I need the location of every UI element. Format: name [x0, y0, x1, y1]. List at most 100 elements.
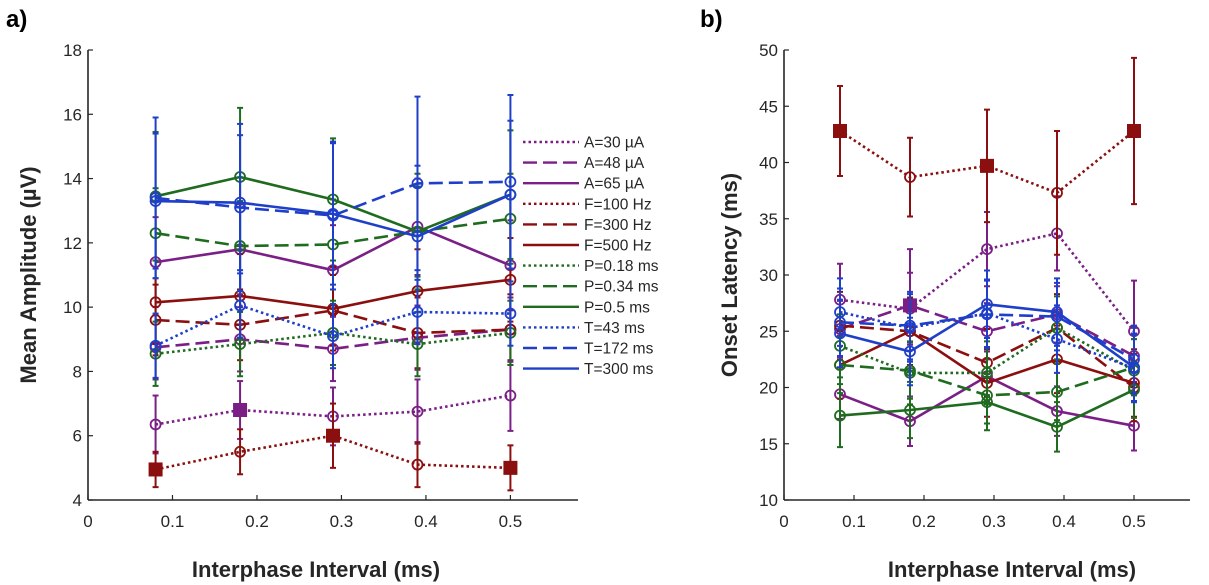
a-data-point-square	[233, 403, 248, 417]
legend-entry: T=43 ms	[523, 320, 645, 337]
a-series-line	[155, 331, 511, 356]
b-y-tick-label: 50	[759, 41, 778, 60]
a-data-point	[504, 188, 517, 201]
b-x-tick-label: 0	[779, 512, 788, 531]
legend-entry: P=0.34 ms	[523, 279, 659, 296]
a-data-point	[411, 458, 424, 471]
legend-label: T=172 ms	[584, 341, 654, 358]
a-y-tick-label: 6	[73, 427, 82, 446]
b-y-tick-label: 45	[759, 97, 778, 116]
a-data-point	[149, 418, 162, 431]
legend-entry: A=48 µA	[523, 155, 645, 172]
b-y-tick-label: 40	[759, 154, 778, 173]
a-data-point-square	[503, 460, 518, 475]
a-y-tick-label: 14	[63, 170, 82, 189]
a-x-tick-label: 0	[83, 512, 92, 531]
a-series-11	[149, 119, 517, 309]
legend-label: P=0.18 ms	[584, 258, 659, 275]
b-data-point-square	[1127, 124, 1141, 138]
legend-entry: A=30 µA	[523, 135, 645, 152]
panel-a-y-axis-title: Mean Amplitude (µV)	[16, 166, 41, 383]
panel-a-label: a)	[6, 6, 27, 33]
a-series-line	[155, 304, 511, 347]
a-data-point	[149, 195, 162, 207]
b-data-point-square	[833, 124, 847, 138]
b-series-line	[839, 232, 1136, 333]
a-x-tick-label: 0.4	[414, 512, 438, 531]
b-data-point	[1051, 306, 1063, 319]
b-y-tick-label: 15	[759, 435, 778, 454]
b-series-line	[839, 304, 1135, 358]
b-x-tick-label: 0.4	[1052, 512, 1076, 531]
a-x-tick-label: 0.3	[330, 512, 354, 531]
a-data-point	[327, 330, 339, 342]
b-data-point-square	[980, 158, 994, 173]
legend-entry: F=300 Hz	[523, 217, 652, 234]
b-series-3	[833, 56, 1141, 256]
legend-entry: F=500 Hz	[523, 238, 652, 255]
legend-label: F=300 Hz	[584, 217, 652, 234]
a-y-tick-label: 16	[63, 105, 82, 124]
b-x-tick-label: 0.2	[912, 512, 936, 531]
a-series-3	[148, 402, 518, 492]
a-data-point	[234, 299, 246, 312]
legend-entry: P=0.18 ms	[523, 258, 659, 275]
legend-label: T=43 ms	[584, 320, 645, 337]
a-series-9	[149, 272, 517, 379]
b-data-point	[981, 298, 993, 311]
b-y-tick-label: 25	[759, 322, 778, 341]
legend-entry: P=0.5 ms	[523, 299, 650, 316]
legend-label: F=100 Hz	[584, 196, 652, 213]
b-y-tick-label: 35	[759, 210, 778, 229]
panel-a-amplitude-chart: a) Mean Amplitude (µV) Interphase Interv…	[6, 6, 578, 582]
a-y-tick-label: 10	[63, 298, 82, 317]
a-y-tick-label: 18	[63, 41, 82, 60]
a-series-line	[155, 193, 511, 238]
b-series-11	[834, 269, 1140, 402]
b-data-point	[834, 327, 846, 340]
legend-entry: A=65 µA	[523, 176, 645, 193]
a-data-point	[504, 307, 517, 320]
legend-entry: T=172 ms	[523, 341, 654, 358]
legend-label: A=65 µA	[584, 176, 645, 193]
panel-b-latency-chart: b) Onset Latency (ms) Interphase Interva…	[700, 6, 1190, 582]
b-series-line	[839, 326, 1135, 375]
b-data-point	[904, 345, 916, 358]
a-data-point	[504, 389, 517, 402]
a-y-tick-label: 8	[73, 362, 82, 381]
b-data-point	[904, 404, 916, 416]
b-data-point	[904, 171, 916, 184]
panel-b-y-axis-title: Onset Latency (ms)	[717, 173, 742, 377]
b-series-line	[839, 302, 1135, 369]
a-data-point-square	[326, 428, 340, 443]
b-data-point	[1128, 361, 1140, 374]
legend-entry: F=100 Hz	[523, 196, 652, 213]
a-data-point	[411, 405, 424, 418]
b-y-tick-label: 10	[759, 491, 778, 510]
legend-label: A=30 µA	[584, 135, 645, 152]
b-data-point	[981, 243, 993, 256]
a-data-point	[234, 196, 246, 209]
b-data-point	[834, 409, 846, 422]
a-series-line	[155, 394, 511, 426]
a-data-point	[327, 208, 339, 220]
panel-b-label: b)	[700, 6, 723, 33]
b-data-point	[1051, 386, 1063, 398]
legend-label: T=300 ms	[584, 361, 654, 378]
b-x-tick-label: 0.1	[842, 512, 866, 531]
a-data-point	[234, 338, 246, 351]
a-x-tick-label: 0.5	[499, 512, 523, 531]
legend-label: A=48 µA	[584, 155, 645, 172]
b-series-8	[834, 360, 1140, 453]
a-data-point	[411, 230, 424, 243]
legend-label: F=500 Hz	[584, 238, 652, 255]
a-data-point	[149, 339, 162, 352]
b-x-tick-label: 0.3	[982, 512, 1006, 531]
b-data-point	[1051, 420, 1063, 433]
panel-a-x-axis-title: Interphase Interval (ms)	[192, 557, 440, 582]
b-y-tick-label: 30	[759, 266, 778, 285]
legend: A=30 µA A=48 µA A=65 µA F=100 Hz F=300 Hz F=5…	[523, 135, 659, 378]
a-x-tick-label: 0.1	[161, 512, 185, 531]
a-data-point-square	[148, 462, 163, 477]
a-data-point	[234, 445, 246, 458]
